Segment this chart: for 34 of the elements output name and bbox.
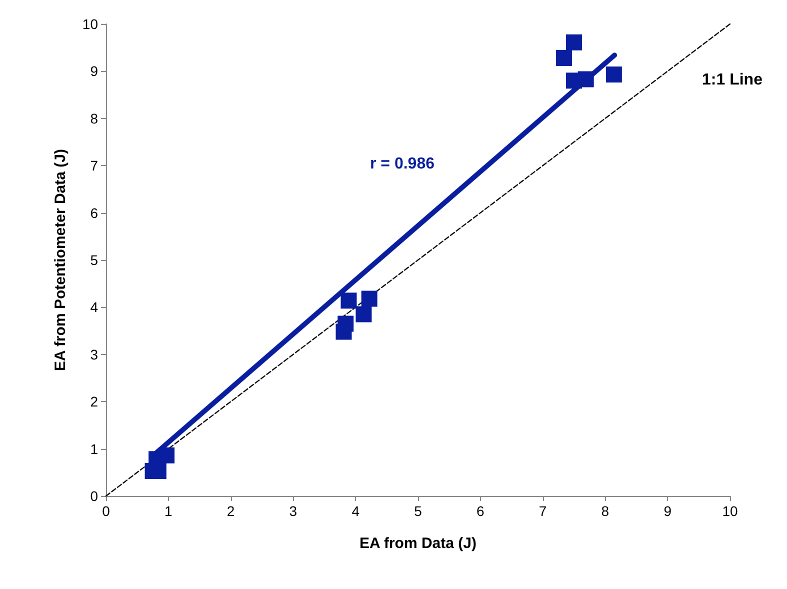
x-tick-label: 10	[722, 503, 738, 519]
y-tick-label: 3	[90, 346, 98, 362]
y-tick-label: 6	[90, 204, 98, 221]
x-axis-title: EA from Data (J)	[360, 535, 476, 552]
x-tick-label: 8	[601, 503, 610, 519]
y-tick-label: 9	[90, 63, 98, 80]
y-tick-label: 0	[90, 488, 98, 504]
y-tick-label: 1	[90, 440, 98, 457]
point	[556, 50, 572, 66]
annotation: 1:1 Line	[702, 72, 763, 88]
x-tick-label: 3	[289, 503, 298, 519]
x-tick-label: 2	[226, 503, 235, 519]
annotation: r = 0.986	[370, 156, 435, 172]
x-tick-label: 6	[476, 503, 484, 519]
point	[336, 324, 352, 340]
point	[361, 290, 378, 307]
y-tick-label: 10	[82, 16, 98, 32]
y-tick-label: 7	[90, 158, 98, 174]
point	[566, 34, 582, 50]
x-tick-label: 9	[664, 503, 672, 519]
point	[606, 66, 622, 83]
x-tick-label: 0	[102, 503, 110, 519]
point	[356, 306, 372, 322]
point	[340, 292, 357, 309]
y-tick-label: 8	[90, 110, 98, 126]
y-tick-label: 5	[90, 252, 98, 268]
x-tick-label: 7	[538, 503, 547, 519]
y-tick-label: 2	[90, 394, 98, 410]
point	[578, 71, 594, 88]
x-tick-label: 1	[164, 503, 172, 519]
y-tick-label: 4	[90, 299, 98, 316]
y-axis-title: EA from Potentiometer Data (J)	[52, 149, 69, 371]
x-tick-label: 4	[352, 503, 360, 519]
x-tick-label: 5	[414, 503, 422, 519]
